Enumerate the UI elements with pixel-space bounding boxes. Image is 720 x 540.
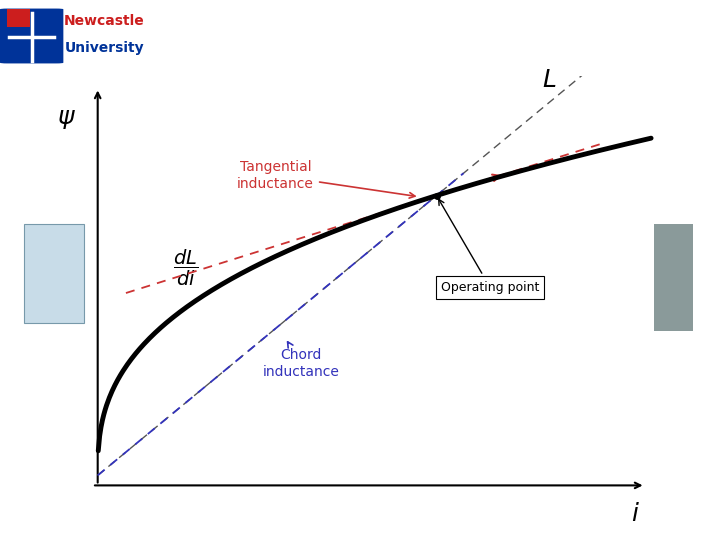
Text: $\psi$: $\psi$ (57, 107, 76, 131)
Text: oad: oad (662, 302, 685, 313)
Text: Incr
cou
ind: Incr cou ind (44, 257, 67, 290)
Text: Operating point: Operating point (438, 199, 539, 294)
FancyBboxPatch shape (24, 224, 84, 323)
Text: Chord
inductance: Chord inductance (263, 342, 339, 379)
Text: $L$: $L$ (542, 69, 557, 92)
Text: Tangential
inductance: Tangential inductance (237, 160, 415, 198)
Text: $i$: $i$ (631, 503, 640, 526)
FancyBboxPatch shape (654, 224, 693, 332)
FancyBboxPatch shape (0, 9, 63, 63)
FancyBboxPatch shape (7, 9, 30, 27)
FancyBboxPatch shape (4, 4, 144, 67)
Text: Conventional Compensation: Conventional Compensation (224, 23, 640, 48)
Text: $\dfrac{dL}{di}$: $\dfrac{dL}{di}$ (173, 247, 198, 287)
Text: University: University (65, 42, 144, 56)
Text: Newcastle: Newcastle (64, 15, 145, 29)
